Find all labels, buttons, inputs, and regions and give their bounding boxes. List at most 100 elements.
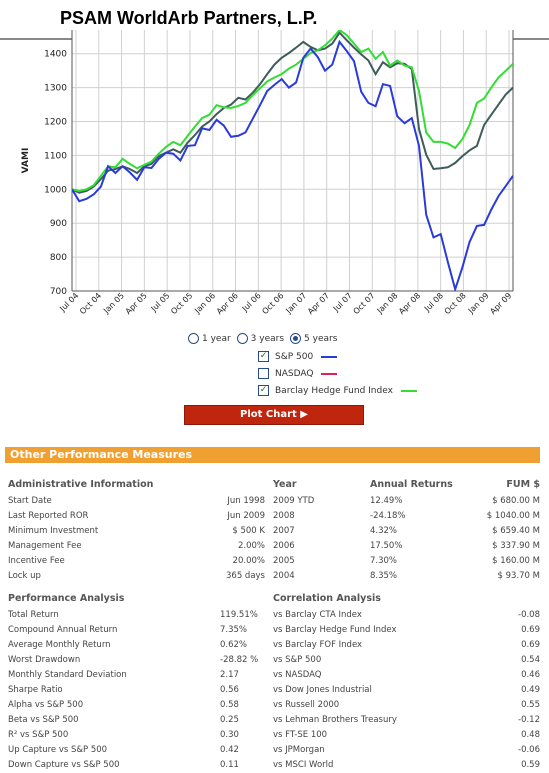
radio-button-icon[interactable] — [188, 333, 199, 344]
performance-label: Total Return — [8, 610, 59, 620]
annual-return-cell: 12.49% — [370, 496, 403, 506]
series-checkbox[interactable]: ✓ — [258, 351, 269, 362]
series-color-swatch — [321, 372, 338, 375]
table-row: Total Return 119.51% — [8, 608, 268, 623]
series-line-psam-worldarb-partners-l-p — [72, 31, 513, 194]
fum-cell: $ 680.00 M — [492, 496, 540, 506]
series-checkbox[interactable] — [258, 368, 269, 379]
correlation-label: vs Dow Jones Industrial — [273, 685, 372, 695]
x-tick-label: Jan 08 — [375, 291, 400, 316]
table-row: vs Russell 2000 0.55 — [273, 698, 540, 713]
plot-chart-button[interactable]: Plot Chart ▶ — [184, 405, 364, 425]
table-row: Start Date Jun 1998 — [8, 494, 268, 509]
y-tick-label: 1400 — [44, 50, 67, 60]
series-line-s-p-500 — [72, 39, 513, 291]
table-row: Up Capture vs S&P 500 0.42 — [8, 743, 268, 758]
table-row: vs Barclay CTA Index -0.08 — [273, 608, 540, 623]
correlation-header: Correlation Analysis — [273, 593, 381, 604]
correlation-label: vs Russell 2000 — [273, 700, 340, 710]
table-row: vs Lehman Brothers Treasury -0.12 — [273, 713, 540, 728]
year-cell: 2006 — [273, 541, 295, 551]
performance-label: Alpha vs S&P 500 — [8, 700, 84, 710]
x-tick-label: Apr 08 — [397, 291, 422, 316]
correlation-value: -0.08 — [518, 610, 540, 620]
x-tick-label: Apr 05 — [124, 291, 149, 316]
correlation-label: vs JPMorgan — [273, 745, 325, 755]
series-option-label: NASDAQ — [275, 369, 314, 379]
period-radio-0[interactable]: 1 year — [188, 333, 231, 344]
performance-value: 0.11 — [220, 760, 239, 770]
performance-label: Up Capture vs S&P 500 — [8, 745, 108, 755]
series-option-row[interactable]: NASDAQ — [258, 366, 417, 383]
correlation-value: 0.69 — [521, 640, 540, 650]
period-radio-2[interactable]: 5 years — [290, 333, 338, 344]
fum-cell: $ 160.00 M — [492, 556, 540, 566]
correlation-label: vs S&P 500 — [273, 655, 322, 665]
correlation-label: vs Barclay CTA Index — [273, 610, 362, 620]
table-row: 2005 7.30% $ 160.00 M — [273, 554, 540, 569]
table-row: Last Reported ROR Jun 2009 — [8, 509, 268, 524]
annual-return-cell: 8.35% — [370, 571, 398, 581]
x-tick-label: Oct 05 — [169, 291, 194, 316]
table-row: Lock up 365 days — [8, 569, 268, 584]
performance-label: Down Capture vs S&P 500 — [8, 760, 120, 770]
y-tick-label: 1200 — [44, 118, 67, 128]
table-row: Minimum Investment $ 500 K — [8, 524, 268, 539]
correlation-value: -0.06 — [518, 745, 540, 755]
annual-return-cell: 7.30% — [370, 556, 398, 566]
admin-value: Jun 2009 — [227, 511, 265, 521]
table-row: Worst Drawdown -28.82 % — [8, 653, 268, 668]
table-row: Management Fee 2.00% — [8, 539, 268, 554]
x-tick-label: Oct 07 — [352, 291, 377, 316]
admin-value: 365 days — [226, 571, 265, 581]
correlation-value: 0.46 — [521, 670, 540, 680]
table-row: Beta vs S&P 500 0.25 — [8, 713, 268, 728]
radio-button-icon[interactable] — [236, 333, 248, 344]
y-tick-label: 800 — [50, 253, 67, 263]
table-header-row: Performance Analysis — [8, 590, 268, 608]
performance-value: 0.25 — [220, 715, 239, 725]
performance-value: 0.30 — [220, 730, 239, 740]
performance-label: R² vs S&P 500 — [8, 730, 69, 740]
year-cell: 2004 — [273, 571, 295, 581]
performance-value: 0.62% — [220, 640, 248, 650]
admin-value: 20.00% — [232, 556, 265, 566]
x-tick-label: Oct 04 — [78, 291, 103, 316]
period-radio-1[interactable]: 3 years — [236, 333, 284, 344]
page-title: PSAM WorldArb Partners, L.P. — [60, 8, 318, 28]
table-header-row: Administrative Information — [8, 476, 268, 494]
series-options: ✓ S&P 500 NASDAQ ✓ Barclay Hedge Fund Index — [258, 349, 417, 400]
series-option-row[interactable]: ✓ S&P 500 — [258, 349, 417, 366]
performance-label: Compound Annual Return — [8, 625, 118, 635]
table-header-row: Correlation Analysis — [273, 590, 540, 608]
admin-info-table: Administrative Information Start Date Jun … — [8, 476, 268, 584]
series-checkbox[interactable]: ✓ — [258, 385, 269, 396]
table-row: vs NASDAQ 0.46 — [273, 668, 540, 683]
series-option-label: Barclay Hedge Fund Index — [275, 386, 393, 396]
table-row: Incentive Fee 20.00% — [8, 554, 268, 569]
performance-header: Performance Analysis — [8, 593, 125, 604]
series-option-row[interactable]: ✓ Barclay Hedge Fund Index — [258, 383, 417, 400]
performance-analysis-table: Performance Analysis Total Return 119.51% C… — [8, 590, 268, 773]
admin-value: 2.00% — [237, 541, 265, 551]
radio-button-icon[interactable] — [290, 333, 302, 344]
correlation-value: 0.49 — [521, 685, 540, 695]
table-row: R² vs S&P 500 0.30 — [8, 728, 268, 743]
performance-label: Sharpe Ratio — [8, 685, 63, 695]
table-header-row: Year Annual Returns FUM $ — [273, 476, 540, 494]
x-tick-label: Apr 07 — [306, 291, 331, 316]
correlation-analysis-table: Correlation Analysis vs Barclay CTA Index… — [273, 590, 540, 773]
correlation-value: 0.59 — [521, 760, 540, 770]
radio-label: 5 years — [304, 334, 338, 344]
table-row: Down Capture vs S&P 500 0.11 — [8, 758, 268, 773]
table-row: vs MSCI World 0.59 — [273, 758, 540, 773]
table-row: vs JPMorgan -0.06 — [273, 743, 540, 758]
table-row: Monthly Standard Deviation 2.17 — [8, 668, 268, 683]
y-tick-label: 1000 — [44, 185, 67, 195]
section-header: Other Performance Measures — [5, 447, 540, 463]
admin-label: Start Date — [8, 496, 52, 506]
y-axis-label: VAMI — [21, 148, 31, 174]
x-tick-label: Jan 06 — [192, 291, 217, 316]
performance-value: -28.82 % — [220, 655, 259, 665]
